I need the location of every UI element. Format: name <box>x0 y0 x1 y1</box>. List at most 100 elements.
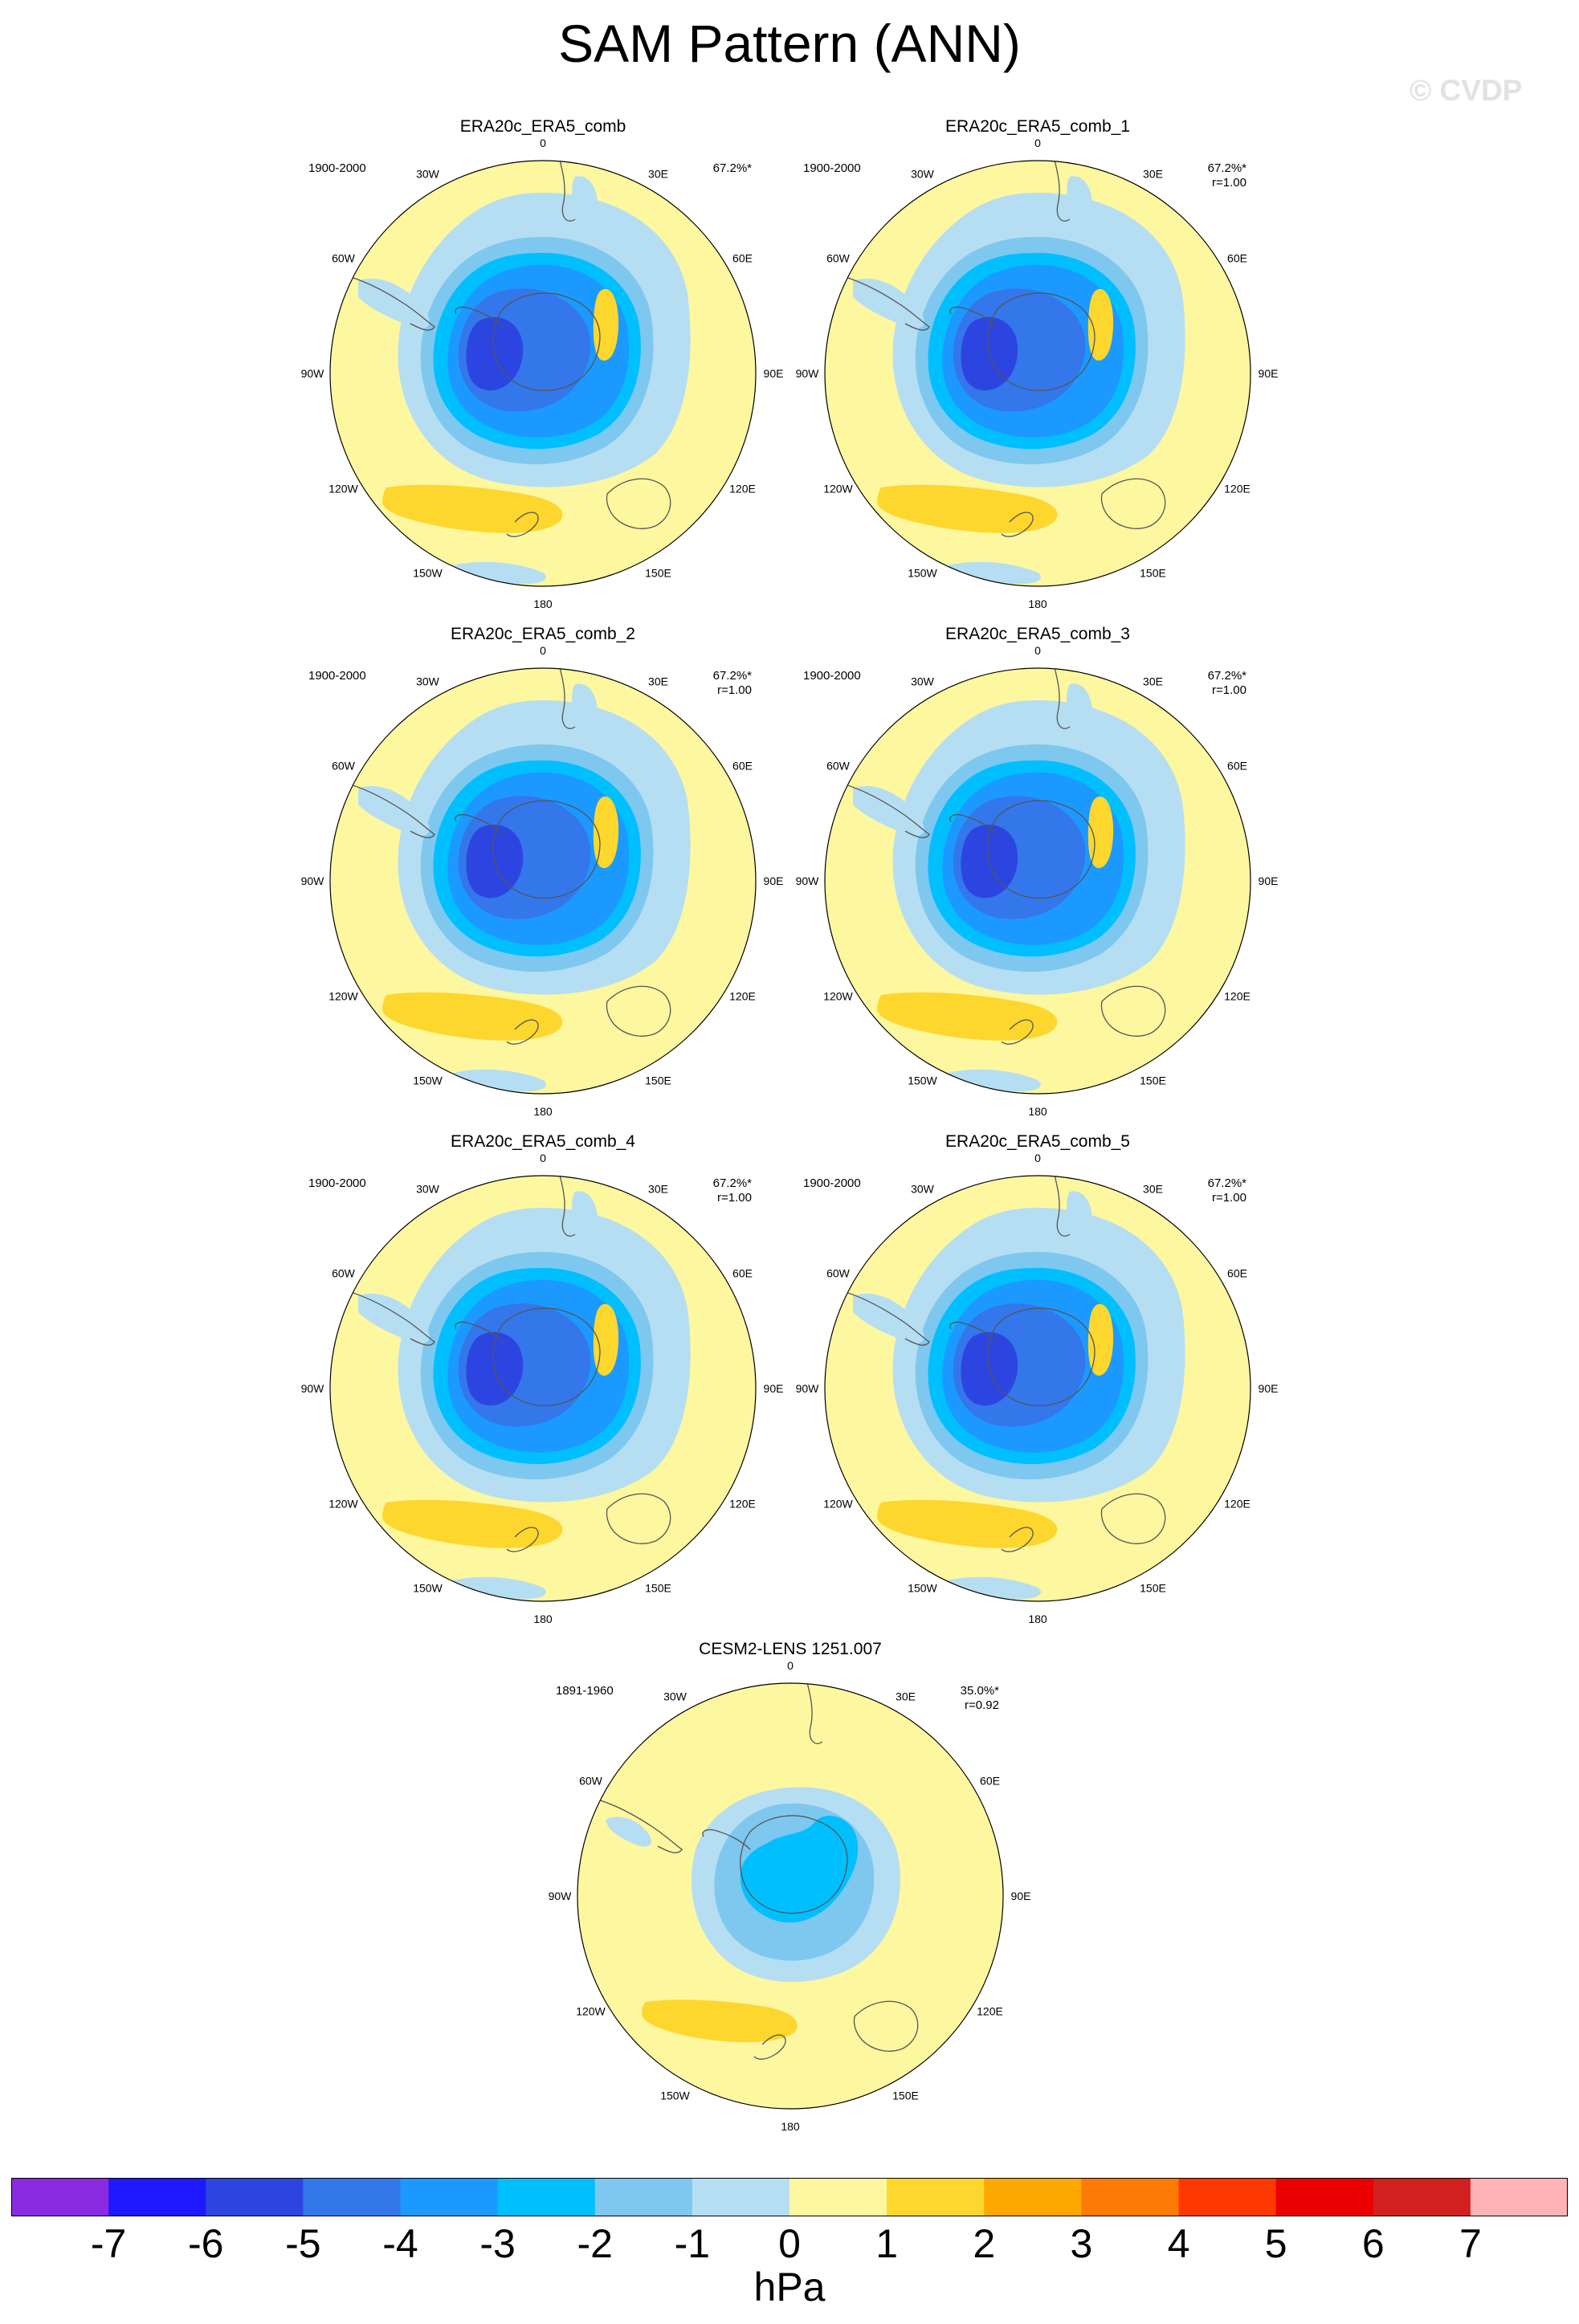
ocean-patch-0 <box>358 278 430 328</box>
map-border <box>824 1175 1251 1602</box>
lon-label: 180 <box>533 597 553 610</box>
lon-label: 120W <box>576 2005 606 2018</box>
lon-label: 90E <box>1259 1382 1279 1395</box>
map-panel-p4: ERA20c_ERA5_comb_4 0 30E 60E 90E 120E 150E 180 1… <box>238 1131 848 1629</box>
colorbar-tick-label: 7 <box>1459 2221 1482 2266</box>
polar-map: 0 30E 60E 90E 120E 150E 180 150W 120W 90W 60W 30W <box>796 644 1279 1118</box>
colorbar-swatch-4 <box>400 2178 499 2216</box>
colorbar-tick-label: 4 <box>1167 2221 1190 2266</box>
coastline-3 <box>806 1683 823 1744</box>
colorbar-tick-label: 1 <box>875 2221 899 2266</box>
contour-band-7 <box>381 1499 563 1548</box>
lon-label: 180 <box>533 1613 553 1625</box>
variance-explained: 67.2%* <box>712 161 752 175</box>
colorbar-swatch-8 <box>790 2178 887 2216</box>
lon-label: 90W <box>796 367 820 380</box>
pattern-correlation: r=1.00 <box>1212 683 1246 697</box>
ocean-patch-1 <box>1067 176 1093 231</box>
coastline-0 <box>492 800 601 899</box>
coastline-5 <box>506 512 539 537</box>
lon-label: 60E <box>1227 760 1247 773</box>
colorbar-swatch-5 <box>497 2178 596 2216</box>
lon-label: 0 <box>787 1659 794 1672</box>
polar-map: 0 30E 60E 90E 120E 150E 180 150W 120W 90W 60W 30W <box>301 137 784 610</box>
colorbar-swatch-11 <box>1081 2178 1180 2216</box>
lon-label: 150E <box>892 2090 919 2102</box>
lon-label: 120W <box>328 1498 358 1511</box>
lon-label: 180 <box>533 1105 553 1118</box>
lon-label: 60W <box>579 1775 603 1788</box>
lon-label: 150W <box>413 1074 443 1087</box>
pattern-correlation: r=0.92 <box>965 1698 999 1712</box>
coastline-5 <box>753 2034 786 2060</box>
period-label: 1900-2000 <box>803 669 861 683</box>
lon-label: 0 <box>1034 137 1041 149</box>
coastline-2 <box>828 780 930 838</box>
lon-label: 90W <box>301 875 325 887</box>
lon-label: 150W <box>908 1074 937 1087</box>
panel-title: ERA20c_ERA5_comb_4 <box>451 1132 635 1151</box>
colorbar-tick-label: 2 <box>973 2221 996 2266</box>
map-border <box>329 1175 757 1602</box>
coastline-4 <box>606 478 671 529</box>
map-border <box>577 1682 1004 2110</box>
coastline-4 <box>1100 478 1166 529</box>
map-border <box>329 160 757 587</box>
panel-title: CESM2-LENS 1251.007 <box>699 1640 882 1658</box>
coastline-1 <box>702 1829 751 1850</box>
coastline-2 <box>333 272 435 331</box>
lon-label: 90E <box>764 875 784 887</box>
coastline-3 <box>558 161 576 222</box>
pattern-correlation: r=1.00 <box>1212 176 1246 190</box>
coastline-0 <box>492 1307 601 1407</box>
lon-label: 120W <box>823 483 853 495</box>
lon-label: 150E <box>1140 567 1166 580</box>
colorbar-tick-label: 3 <box>1070 2221 1093 2266</box>
coastline-4 <box>606 1493 671 1544</box>
coastline-1 <box>949 306 998 328</box>
colorbar-tick-label: -5 <box>285 2221 321 2266</box>
coastline-0 <box>987 1307 1096 1407</box>
lon-label: 90W <box>796 1382 820 1395</box>
polar-map: 0 30E 60E 90E 120E 150E 180 150W 120W 90W 60W 30W <box>301 644 784 1118</box>
lon-label: 0 <box>1034 1152 1041 1164</box>
lon-label: 90W <box>301 1382 325 1395</box>
ocean-patch-0 <box>358 785 430 836</box>
coastline-4 <box>1100 985 1166 1037</box>
contour-band-7 <box>876 484 1058 533</box>
coastline-3 <box>1053 161 1071 222</box>
lon-label: 90E <box>1259 875 1279 887</box>
lon-label: 60E <box>980 1775 1000 1788</box>
map-border <box>824 160 1251 587</box>
lon-label: 30E <box>648 675 668 688</box>
colorbar-tick-label: -3 <box>479 2221 516 2266</box>
coastline-0 <box>740 1815 848 1914</box>
pattern-correlation: r=1.00 <box>717 1191 752 1205</box>
lon-label: 0 <box>540 137 546 149</box>
colorbar-tick-label: -4 <box>382 2221 418 2266</box>
colorbar-swatch-2 <box>206 2178 304 2216</box>
variance-explained: 35.0%* <box>960 1684 999 1698</box>
coastline-4 <box>1100 1493 1166 1544</box>
coastline-1 <box>455 306 504 328</box>
coastline-1 <box>949 1321 998 1343</box>
coastline-5 <box>1001 1527 1034 1552</box>
colorbar-swatch-9 <box>887 2178 985 2216</box>
lon-label: 90E <box>764 1382 784 1395</box>
lon-label: 120W <box>823 990 853 1003</box>
lon-label: 90E <box>1011 1890 1031 1902</box>
coastline-4 <box>853 2000 919 2052</box>
coastline-2 <box>828 1287 930 1346</box>
lon-label: 150E <box>645 1582 671 1595</box>
lon-label: 30W <box>416 675 440 688</box>
ocean-patch-0 <box>358 1293 430 1343</box>
lon-label: 30E <box>896 1690 916 1703</box>
variance-explained: 67.2%* <box>712 1176 752 1190</box>
panel-title: ERA20c_ERA5_comb_5 <box>945 1132 1130 1151</box>
lon-label: 120W <box>823 1498 853 1511</box>
colorbar-tick-label: -7 <box>90 2221 127 2266</box>
coastline-3 <box>1053 668 1071 729</box>
lon-label: 90W <box>796 875 820 887</box>
lon-label: 180 <box>781 2120 800 2133</box>
coastline-2 <box>828 272 930 331</box>
